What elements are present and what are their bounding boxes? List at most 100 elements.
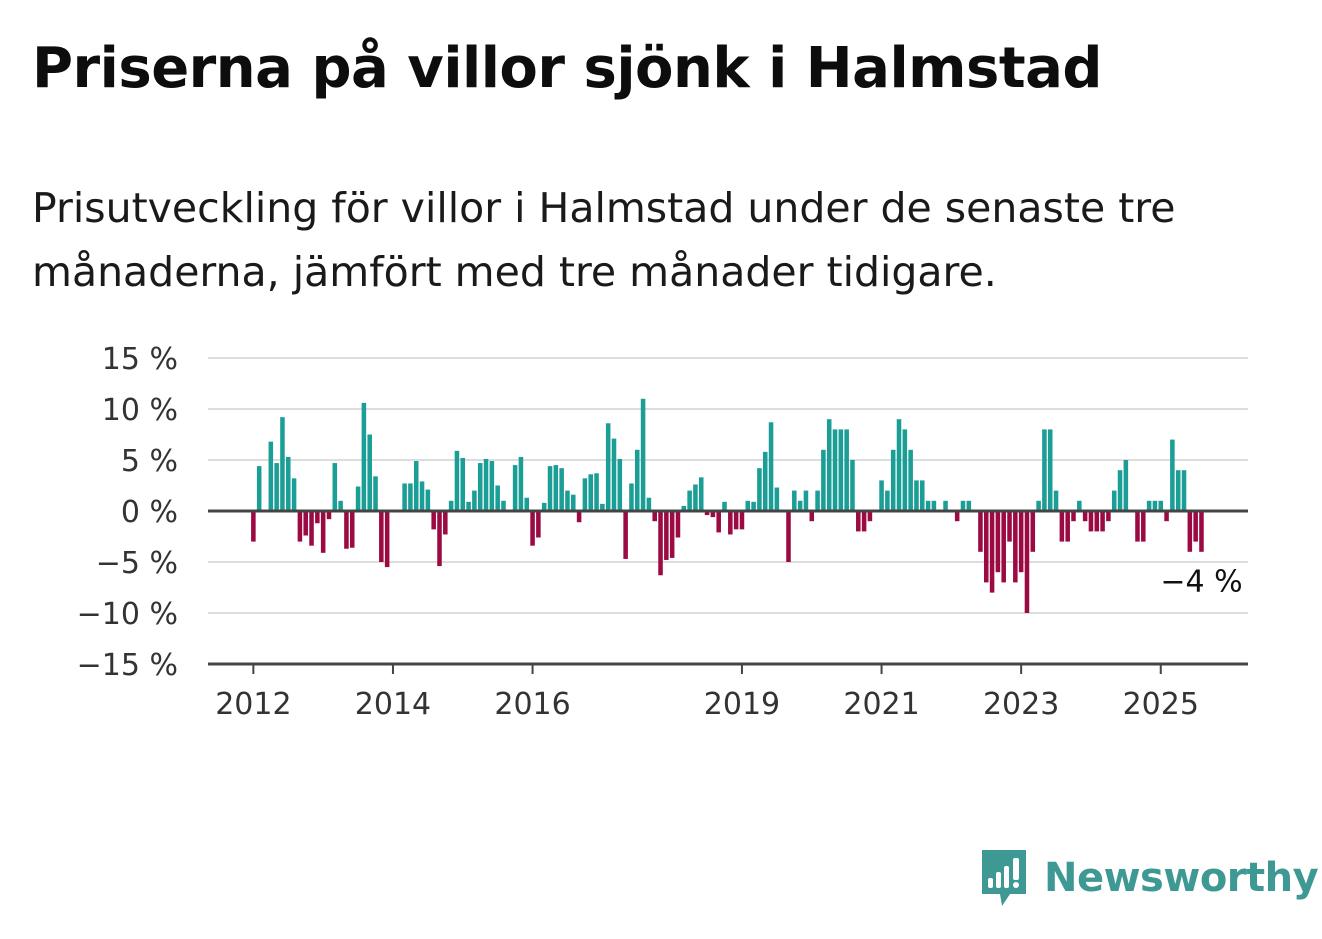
bar <box>722 501 727 511</box>
bar <box>1158 500 1164 511</box>
bar <box>466 501 471 511</box>
bar <box>809 511 815 522</box>
bar <box>1152 500 1158 511</box>
bar <box>1135 511 1140 542</box>
bar <box>425 489 431 511</box>
bar <box>1175 470 1181 511</box>
bar <box>797 500 803 511</box>
bar <box>501 500 506 511</box>
bar <box>349 511 355 548</box>
bar <box>652 511 657 522</box>
bar <box>1065 511 1070 542</box>
axes <box>208 509 1248 666</box>
bar-chart: 15 %10 %5 %0 %−5 %−10 %−15 % 2012 2014 201… <box>77 342 1248 722</box>
bar <box>914 480 919 511</box>
x-tick-label: 2016 <box>494 687 570 722</box>
bar <box>989 511 995 593</box>
bar <box>1077 500 1082 511</box>
bar <box>1094 511 1100 532</box>
bar <box>669 511 675 558</box>
bar <box>1187 511 1193 552</box>
bar <box>559 468 564 511</box>
bar <box>303 511 308 536</box>
x-tick-label: 2012 <box>215 687 291 722</box>
bar <box>856 511 861 532</box>
bar <box>902 429 908 511</box>
bar <box>1036 500 1041 511</box>
bar <box>1100 511 1105 532</box>
bar <box>437 511 442 567</box>
bar <box>1111 490 1117 511</box>
bar <box>774 487 780 511</box>
bar <box>355 486 361 511</box>
bar <box>460 457 466 511</box>
bar <box>786 511 791 562</box>
bar <box>605 423 611 511</box>
bar <box>768 422 774 511</box>
bar <box>629 483 634 511</box>
bar <box>716 511 721 533</box>
brand-name: Newsworthy <box>1044 855 1319 901</box>
bar <box>646 497 652 511</box>
bar <box>286 456 291 511</box>
y-tick-label: 15 % <box>102 342 178 377</box>
bar <box>512 465 518 511</box>
bar <box>908 449 913 511</box>
bar <box>361 402 367 511</box>
bar <box>966 500 972 511</box>
bar <box>1141 511 1146 542</box>
bar <box>483 458 489 511</box>
bar <box>634 449 640 511</box>
bar <box>1082 511 1088 522</box>
bar <box>838 429 844 511</box>
bar <box>1181 470 1187 511</box>
bar <box>582 478 588 511</box>
bar <box>745 500 751 511</box>
bar <box>1042 429 1047 511</box>
bar <box>617 458 623 511</box>
bar <box>885 490 890 511</box>
y-axis-ticks: 15 % 10 % 5 % 0 % −5 % −10 % −15 % <box>77 342 178 683</box>
bar <box>698 477 704 511</box>
bar <box>524 497 530 511</box>
y-tick-label: 5 % <box>121 444 178 479</box>
bar <box>408 483 413 511</box>
newsworthy-logo-icon <box>982 850 1026 906</box>
bar <box>1193 511 1198 542</box>
bar <box>541 502 547 511</box>
bar <box>896 419 902 511</box>
bar <box>1123 460 1129 511</box>
bar <box>1117 470 1123 511</box>
bar <box>826 419 832 511</box>
bar <box>477 463 483 511</box>
bar <box>454 450 460 511</box>
bar <box>1106 511 1111 522</box>
bars <box>251 398 1204 613</box>
bar <box>338 500 343 511</box>
bar <box>675 511 681 538</box>
bar <box>978 511 983 552</box>
bar <box>379 511 384 562</box>
bar <box>931 500 937 511</box>
bar <box>413 461 419 511</box>
bar <box>693 484 698 511</box>
bar <box>594 473 599 511</box>
bar <box>547 466 553 511</box>
bar <box>268 441 274 511</box>
bar <box>256 466 262 511</box>
bar <box>792 490 797 511</box>
bar <box>640 398 646 511</box>
bar <box>536 511 541 538</box>
bar <box>448 500 454 511</box>
bar <box>1170 439 1175 511</box>
x-tick-label: 2014 <box>355 687 431 722</box>
bar <box>687 490 692 511</box>
bar <box>402 483 407 511</box>
bar <box>983 511 989 583</box>
bar <box>762 451 768 511</box>
bar <box>373 476 378 511</box>
bar <box>821 449 826 511</box>
bar <box>588 474 593 511</box>
bar <box>291 478 297 511</box>
bar <box>861 511 867 532</box>
